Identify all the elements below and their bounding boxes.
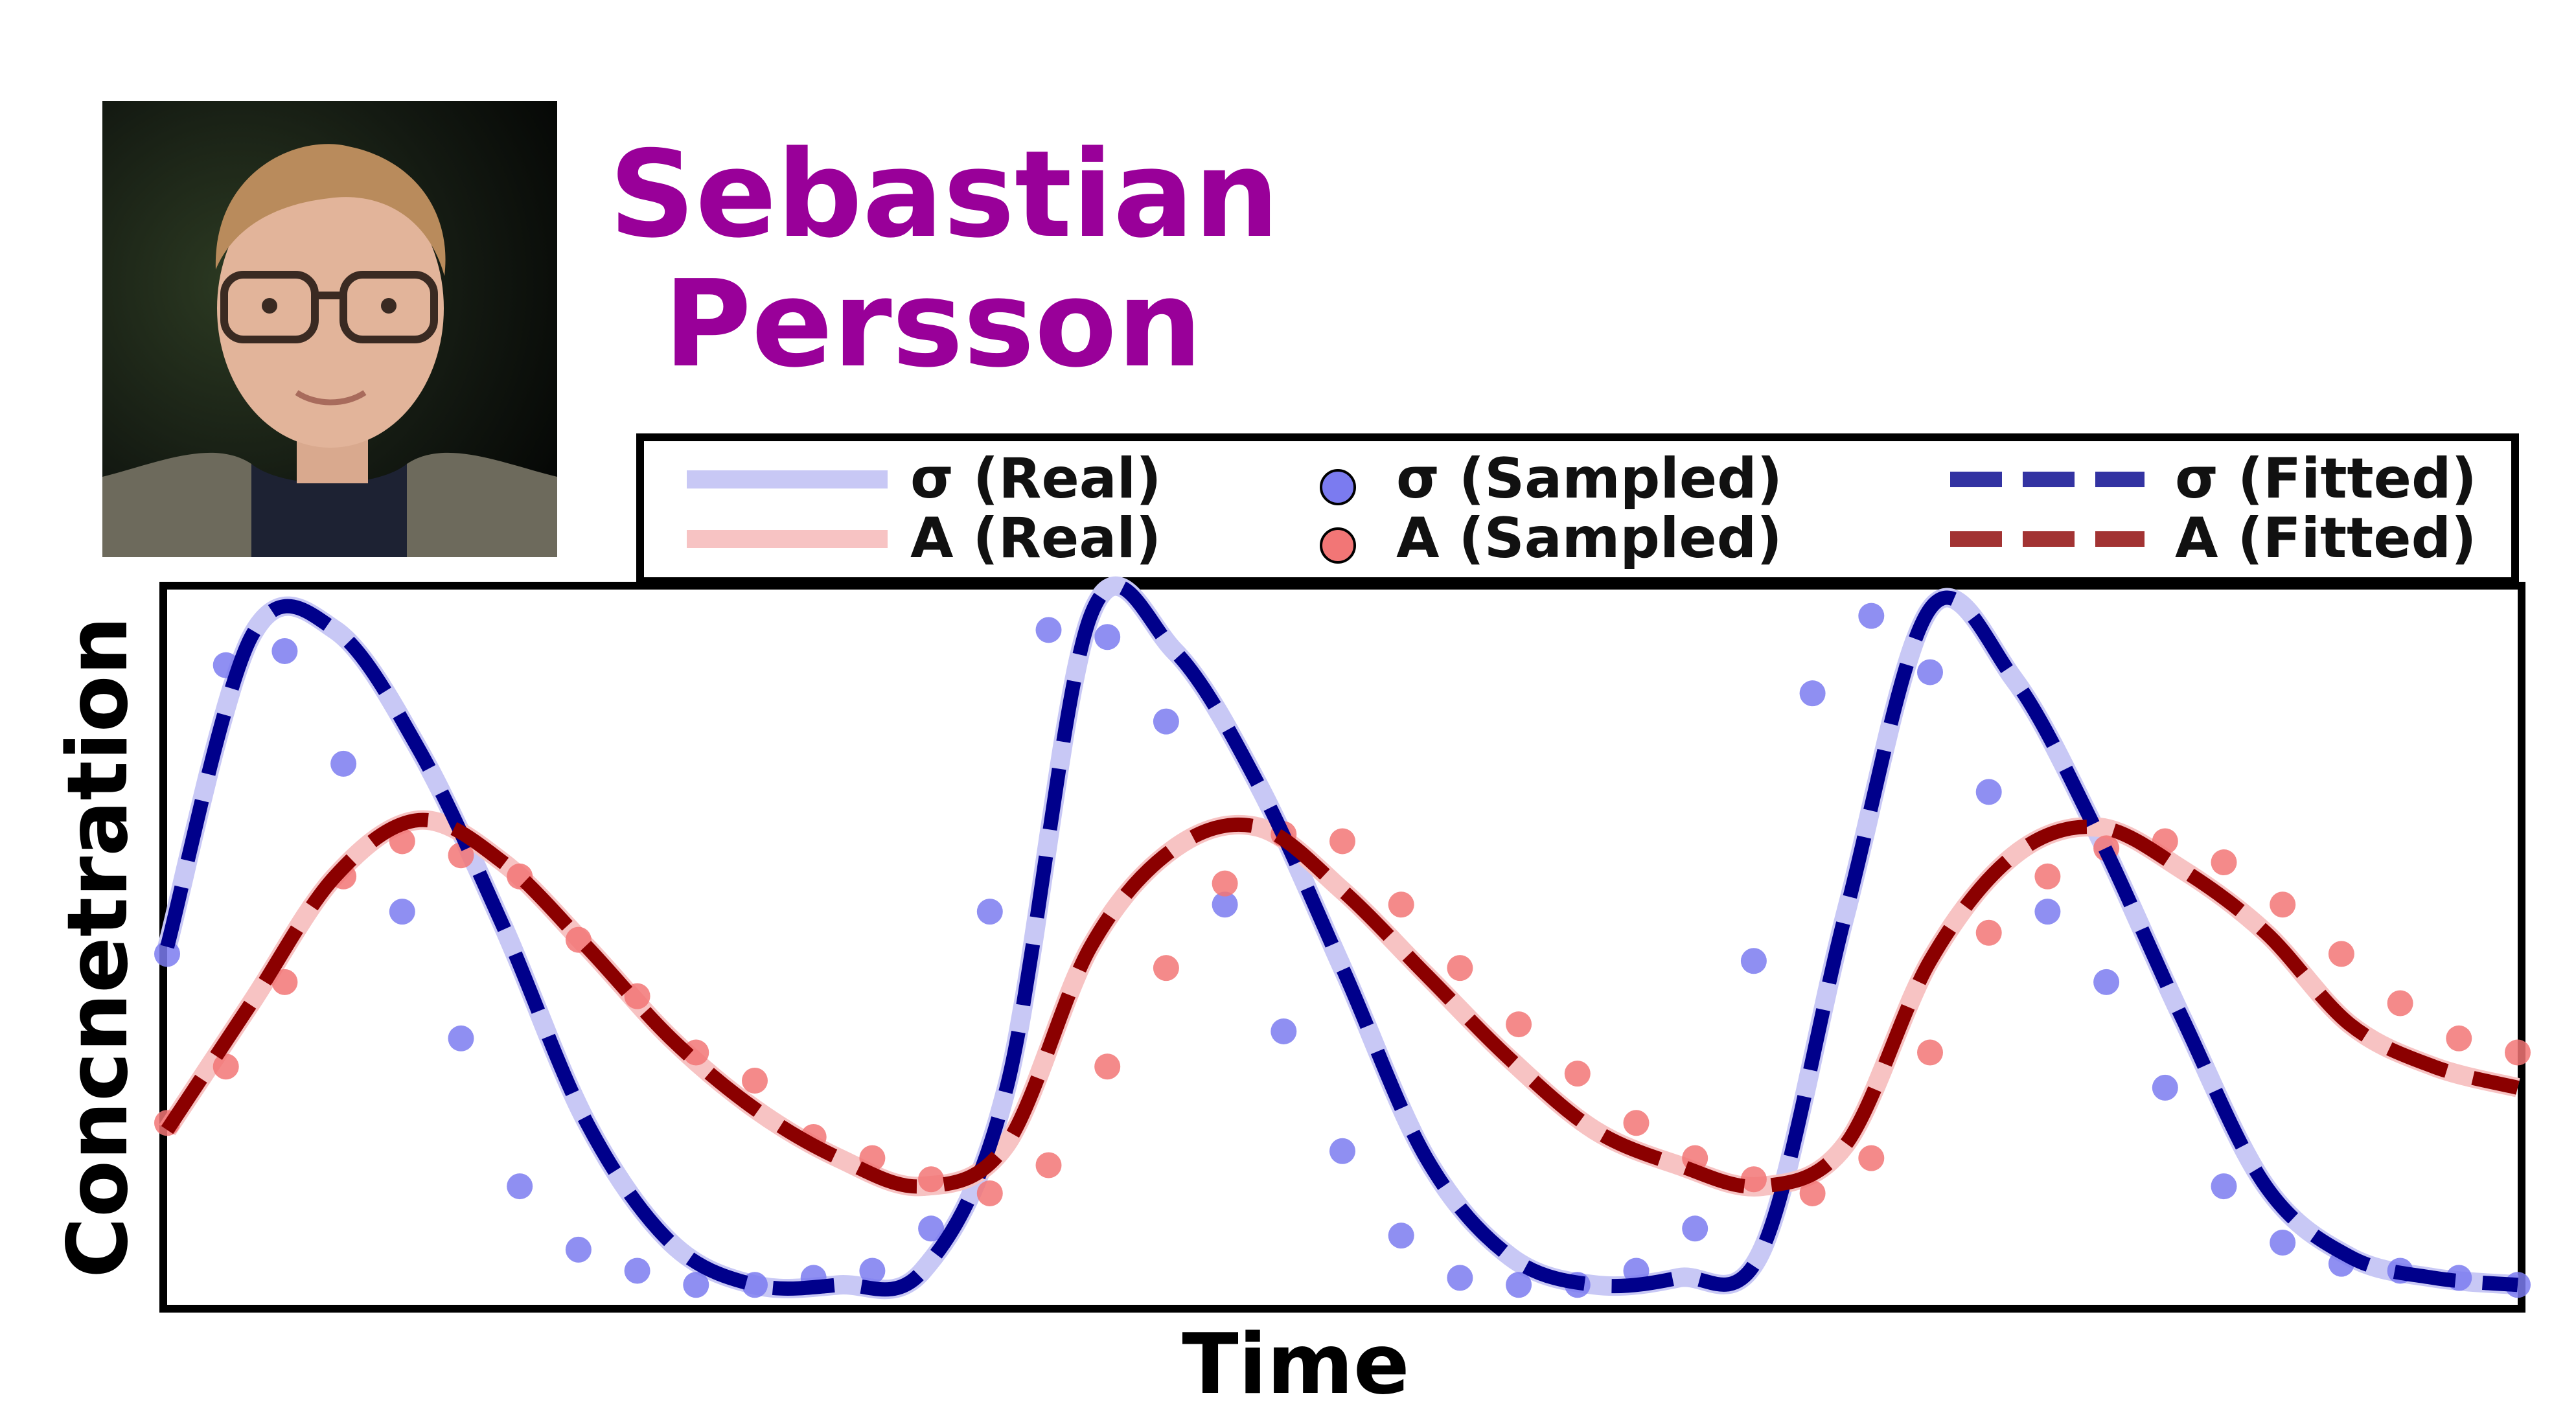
legend-marker-sigma-sampled: [1320, 469, 1356, 505]
legend-label-sigma-real: σ (Real): [910, 446, 1162, 511]
data-point-sigma-sampled: [1682, 1215, 1708, 1242]
data-point-sigma-sampled: [1506, 1272, 1532, 1298]
data-point-sigma-sampled: [1917, 659, 1943, 685]
data-point-a-sampled: [1975, 919, 2002, 946]
data-point-a-sampled: [565, 926, 592, 953]
data-point-sigma-sampled: [271, 638, 298, 664]
series-line-a-fitted: [161, 812, 2520, 1194]
data-point-sigma-sampled: [1271, 1018, 1297, 1044]
data-point-sigma-sampled: [1447, 1265, 1473, 1291]
data-point-a-sampled: [2328, 941, 2354, 967]
data-point-sigma-sampled: [2211, 1173, 2237, 1200]
data-point-sigma-sampled: [683, 1272, 709, 1298]
data-point-a-sampled: [2211, 849, 2237, 876]
name-last: Persson: [663, 254, 1202, 394]
data-point-a-sampled: [1564, 1061, 1591, 1087]
data-point-sigma-sampled: [1858, 603, 1885, 629]
portrait-image: [102, 101, 557, 557]
data-point-sigma-sampled: [1799, 680, 1826, 707]
data-point-a-sampled: [918, 1166, 945, 1193]
data-point-sigma-sampled: [1212, 891, 1238, 918]
legend-marker-a-sampled: [1320, 527, 1356, 564]
data-point-sigma-sampled: [1094, 624, 1121, 650]
data-point-a-sampled: [1153, 955, 1179, 982]
profile-photo: [102, 101, 557, 557]
data-point-a-sampled: [1447, 955, 1473, 982]
data-point-a-sampled: [2270, 891, 2296, 918]
data-point-sigma-sampled: [565, 1236, 592, 1263]
data-point-a-sampled: [2505, 1039, 2531, 1066]
data-point-sigma-sampled: [330, 750, 357, 777]
data-point-a-sampled: [2387, 990, 2413, 1017]
data-point-sigma-sampled: [2093, 969, 2120, 995]
name-first: Sebastian: [609, 124, 1280, 264]
series-line-sigma-fitted: [160, 579, 2518, 1297]
legend-box: [636, 433, 2519, 585]
legend: σ (Real) A (Real) σ (Sampled) A (Sampled…: [636, 433, 2519, 585]
data-point-a-sampled: [624, 983, 650, 1009]
data-point-sigma-sampled: [1153, 708, 1179, 735]
data-point-a-sampled: [1740, 1166, 1767, 1193]
data-point-sigma-sampled: [918, 1215, 945, 1242]
data-point-a-sampled: [742, 1068, 768, 1094]
data-point-sigma-sampled: [2270, 1230, 2296, 1256]
data-point-a-sampled: [1329, 828, 1355, 855]
data-point-a-sampled: [2446, 1025, 2472, 1051]
series-layer: [154, 576, 2531, 1300]
data-point-a-sampled: [1094, 1053, 1121, 1080]
data-point-a-sampled: [213, 1053, 239, 1080]
data-point-sigma-sampled: [1329, 1138, 1355, 1164]
data-point-sigma-sampled: [742, 1272, 768, 1298]
data-point-sigma-sampled: [389, 899, 415, 925]
data-point-a-sampled: [1388, 891, 1414, 918]
data-point-sigma-sampled: [2152, 1074, 2178, 1101]
data-point-sigma-sampled: [976, 899, 1003, 925]
legend-label-sigma-fitted: σ (Fitted): [2175, 446, 2477, 511]
data-point-sigma-sampled: [448, 1025, 474, 1051]
data-point-a-sampled: [271, 969, 298, 995]
x-axis-title: Time: [1182, 1316, 1409, 1413]
data-point-a-sampled: [1623, 1110, 1650, 1136]
data-point-a-sampled: [1917, 1039, 1943, 1066]
data-point-a-sampled: [1212, 870, 1238, 897]
data-point-sigma-sampled: [507, 1173, 533, 1200]
person-name: Sebastian Persson: [609, 124, 1280, 394]
data-point-sigma-sampled: [1388, 1223, 1414, 1249]
data-point-sigma-sampled: [1740, 948, 1767, 974]
data-point-sigma-sampled: [624, 1258, 650, 1284]
data-point-sigma-sampled: [1035, 617, 1062, 643]
data-point-a-sampled: [1035, 1152, 1062, 1178]
y-axis-title: Concnetration: [50, 616, 146, 1278]
data-point-a-sampled: [389, 828, 415, 855]
data-point-a-sampled: [1858, 1145, 1885, 1171]
data-point-sigma-sampled: [2034, 899, 2061, 925]
data-point-a-sampled: [683, 1039, 709, 1066]
legend-label-sigma-sampled: σ (Sampled): [1396, 446, 1782, 511]
legend-label-a-sampled: A (Sampled): [1396, 506, 1782, 571]
legend-label-a-real: A (Real): [910, 506, 1161, 571]
data-point-sigma-sampled: [859, 1258, 886, 1284]
data-point-a-sampled: [976, 1180, 1003, 1206]
data-point-sigma-sampled: [1975, 779, 2002, 805]
data-point-a-sampled: [1799, 1180, 1826, 1206]
data-point-a-sampled: [448, 842, 474, 869]
data-point-a-sampled: [2034, 863, 2061, 890]
data-point-a-sampled: [1506, 1011, 1532, 1038]
legend-label-a-fitted: A (Fitted): [2175, 506, 2476, 571]
